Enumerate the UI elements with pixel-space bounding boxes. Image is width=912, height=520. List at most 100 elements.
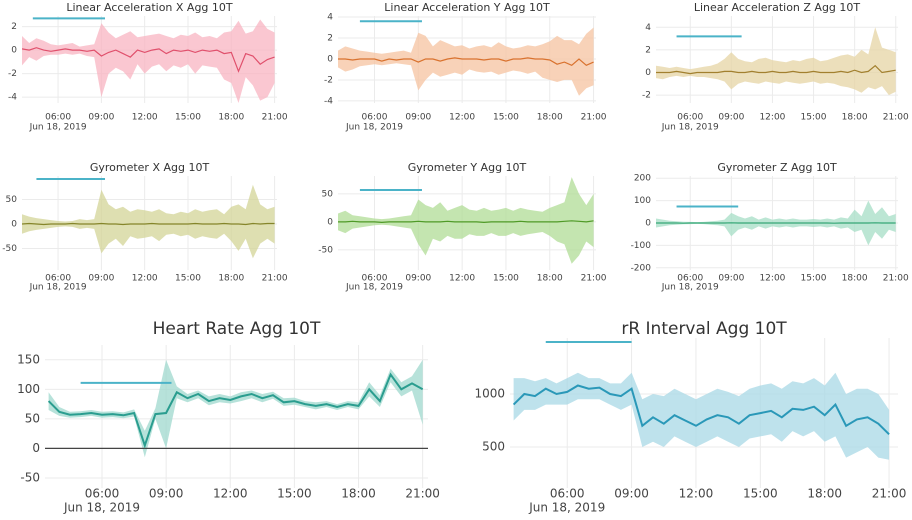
y-tick-label: 50 — [25, 411, 40, 425]
x-tick-label: 21:00 — [581, 113, 607, 123]
x-tick-label: 06:00 — [85, 487, 120, 501]
x-date-label: Jun 18, 2019 — [528, 501, 605, 515]
x-tick-label: 21:00 — [405, 487, 440, 501]
x-tick-label: 06:00 — [45, 274, 71, 284]
x-tick-label: 09:00 — [718, 274, 744, 284]
plot-area — [338, 27, 594, 96]
x-tick-label: 21:00 — [262, 113, 288, 123]
chart-title: Linear Acceleration Z Agg 10T — [694, 1, 861, 14]
chart-panel: rR Interval Agg 10T 500 1000 06:00 09:00 12:0… — [474, 319, 906, 515]
mean-line — [22, 47, 275, 73]
chart-title: Heart Rate Agg 10T — [153, 319, 321, 339]
y-tick-label: 100 — [17, 382, 40, 396]
x-tick-label: 21:00 — [872, 487, 907, 501]
y-tick-label: -50 — [20, 470, 40, 484]
band-area — [22, 19, 275, 103]
band-area — [513, 372, 890, 460]
y-tick-label: 500 — [482, 439, 505, 453]
y-tick-label: -200 — [631, 263, 652, 273]
plot-area — [338, 177, 594, 264]
y-tick-label: 2 — [11, 22, 17, 32]
x-tick-label: 06:00 — [362, 274, 388, 284]
x-tick-label: 06:00 — [677, 274, 703, 284]
x-tick-label: 18:00 — [341, 487, 376, 501]
y-tick-label: 0 — [645, 68, 651, 78]
x-tick-label: 06:00 — [362, 113, 388, 123]
x-date-label: Jun 18, 2019 — [29, 283, 87, 293]
y-tick-label: 0 — [32, 441, 40, 455]
y-tick-label: 1000 — [474, 386, 505, 400]
plot-area — [22, 184, 275, 259]
y-tick-label: -50 — [2, 244, 17, 254]
x-tick-label: 21:00 — [262, 274, 288, 284]
y-tick-label: 50 — [6, 195, 18, 205]
x-tick-label: 21:00 — [883, 274, 909, 284]
y-tick-label: 50 — [322, 189, 334, 199]
y-tick-label: 0 — [11, 219, 17, 229]
x-tick-label: 12:00 — [132, 274, 158, 284]
x-tick-label: 09:00 — [405, 113, 431, 123]
chart-panel: Linear Acceleration Y Agg 10T -4 -2 0 2 4 06:0… — [324, 1, 607, 133]
x-tick-label: 15:00 — [493, 113, 519, 123]
y-tick-label: 100 — [634, 196, 651, 206]
x-tick-label: 15:00 — [801, 113, 827, 123]
y-tick-label: -4 — [324, 96, 333, 106]
y-tick-label: -100 — [631, 241, 652, 251]
y-tick-label: -2 — [642, 91, 651, 101]
x-tick-label: 21:00 — [883, 113, 909, 123]
x-tick-label: 18:00 — [218, 113, 244, 123]
y-tick-label: 2 — [645, 45, 651, 55]
x-tick-label: 18:00 — [807, 487, 842, 501]
y-tick-label: 200 — [634, 174, 651, 184]
x-tick-label: 15:00 — [801, 274, 827, 284]
chart-panel: Linear Acceleration Z Agg 10T -2 0 2 4 06:00 0… — [642, 1, 909, 133]
x-tick-label: 06:00 — [677, 113, 703, 123]
y-tick-label: 0 — [327, 217, 333, 227]
chart-panel: Gyrometer Z Agg 10T -200 -100 0 100 200 06:00 0… — [631, 161, 909, 293]
chart-panel: Linear Acceleration X Agg 10T -4 -2 0 2 06:00… — [8, 1, 288, 133]
chart-title: Gyrometer X Agg 10T — [90, 161, 210, 174]
x-tick-label: 15:00 — [743, 487, 778, 501]
chart-panel: Heart Rate Agg 10T -50 0 50 100 150 06:00 09:00… — [17, 319, 440, 515]
x-tick-label: 15:00 — [277, 487, 312, 501]
mean-line — [338, 220, 594, 224]
mean-line — [338, 57, 594, 67]
band-area — [338, 27, 594, 96]
x-tick-label: 21:00 — [581, 274, 607, 284]
plot-area — [45, 359, 428, 458]
y-tick-label: 4 — [645, 23, 651, 33]
band-area — [48, 359, 423, 458]
chart-title: rR Interval Agg 10T — [621, 319, 787, 339]
band-area — [22, 184, 275, 259]
y-tick-label: 2 — [327, 34, 333, 44]
plot-area — [512, 372, 890, 460]
x-tick-label: 15:00 — [175, 274, 201, 284]
y-tick-label: 150 — [17, 352, 40, 366]
x-date-label: Jun 18, 2019 — [661, 123, 719, 133]
y-tick-label: -4 — [8, 93, 17, 103]
x-tick-label: 12:00 — [449, 113, 475, 123]
y-tick-label: 0 — [327, 54, 333, 64]
x-tick-label: 12:00 — [449, 274, 475, 284]
y-tick-label: -50 — [318, 245, 333, 255]
x-tick-label: 15:00 — [493, 274, 519, 284]
x-tick-label: 12:00 — [759, 113, 785, 123]
chart-title: Gyrometer Z Agg 10T — [717, 161, 837, 174]
band-area — [338, 177, 594, 264]
y-tick-label: -2 — [324, 75, 333, 85]
x-date-label: Jun 18, 2019 — [345, 123, 403, 133]
y-tick-label: 0 — [645, 219, 651, 229]
x-tick-label: 12:00 — [132, 113, 158, 123]
chart-panel: Gyrometer Y Agg 10T -50 0 50 06:00 09:00 12:00… — [318, 161, 607, 293]
x-tick-label: 09:00 — [718, 113, 744, 123]
chart-title: Linear Acceleration X Agg 10T — [66, 1, 233, 14]
chart-title: Gyrometer Y Agg 10T — [408, 161, 527, 174]
x-date-label: Jun 18, 2019 — [63, 501, 140, 515]
x-tick-label: 09:00 — [88, 113, 114, 123]
x-tick-label: 06:00 — [45, 113, 71, 123]
x-tick-label: 12:00 — [759, 274, 785, 284]
mean-line — [22, 222, 275, 226]
x-date-label: Jun 18, 2019 — [345, 283, 403, 293]
mean-line — [656, 64, 896, 75]
